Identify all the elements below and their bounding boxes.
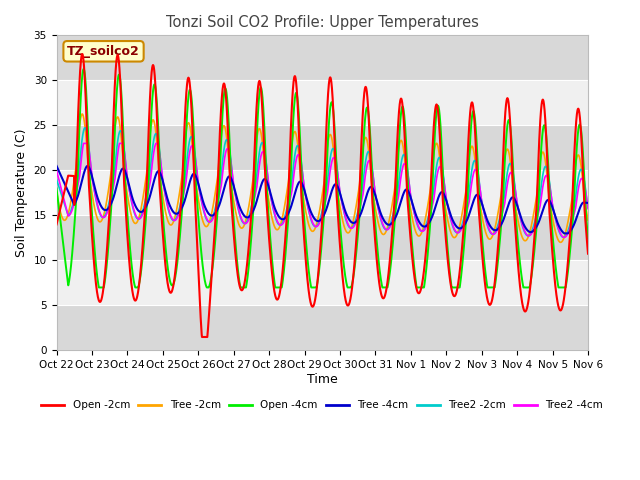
Bar <box>56 125 588 170</box>
Bar <box>56 305 588 350</box>
Bar <box>56 261 588 305</box>
X-axis label: Time: Time <box>307 373 338 386</box>
Bar <box>56 80 588 125</box>
Bar <box>56 216 588 261</box>
Title: Tonzi Soil CO2 Profile: Upper Temperatures: Tonzi Soil CO2 Profile: Upper Temperatur… <box>166 15 479 30</box>
Bar <box>56 36 588 80</box>
Bar <box>56 170 588 216</box>
Legend: Open -2cm, Tree -2cm, Open -4cm, Tree -4cm, Tree2 -2cm, Tree2 -4cm: Open -2cm, Tree -2cm, Open -4cm, Tree -4… <box>37 396 607 415</box>
Y-axis label: Soil Temperature (C): Soil Temperature (C) <box>15 129 28 257</box>
Text: TZ_soilco2: TZ_soilco2 <box>67 45 140 58</box>
